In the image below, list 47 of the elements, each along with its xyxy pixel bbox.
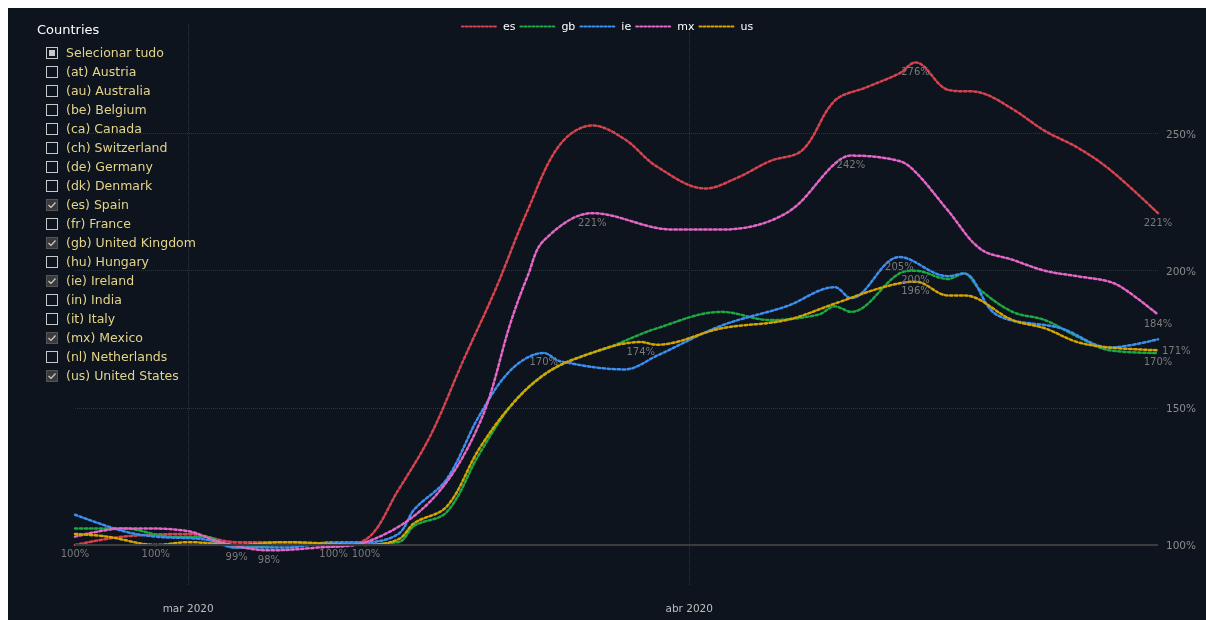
category-label: (ca) Canada — [66, 121, 142, 136]
category-label: (in) India — [66, 292, 122, 307]
legend-label: us — [740, 20, 754, 33]
data-label: 184% — [1143, 318, 1173, 330]
y-tick-label: 150% — [1166, 401, 1197, 414]
category-label: (hu) Hungary — [66, 254, 149, 269]
data-label: 221% — [577, 216, 607, 228]
category-label: (fr) France — [66, 216, 131, 231]
legend-label: mx — [677, 20, 695, 33]
category-label: (ch) Switzerland — [66, 140, 168, 155]
category-label: (es) Spain — [66, 197, 129, 212]
category-label: (dk) Denmark — [66, 178, 153, 193]
data-label: 100% — [319, 548, 348, 560]
data-label: 171% — [1162, 344, 1191, 356]
y-tick-label: 100% — [1166, 538, 1197, 551]
data-label: 100% — [60, 548, 90, 560]
legend-label: es — [502, 20, 516, 33]
category-label: (nl) Netherlands — [66, 349, 168, 364]
legend-label: gb — [561, 20, 576, 33]
category-label: (mx) Mexico — [66, 330, 143, 345]
x-tick-label: abr 2020 — [665, 601, 713, 614]
category-label: (au) Australia — [66, 83, 151, 98]
category-label: (gb) United Kingdom — [66, 235, 196, 250]
category-label: Selecionar tudo — [66, 45, 164, 60]
data-label: 205% — [885, 260, 914, 272]
category-label: (us) United States — [66, 368, 179, 383]
x-tick-label: mar 2020 — [162, 601, 214, 614]
data-label: 170% — [1143, 356, 1173, 368]
data-label: 100% — [351, 548, 381, 560]
data-label: 242% — [836, 159, 866, 171]
data-label: 100% — [141, 548, 171, 560]
category-label: (ie) Ireland — [66, 273, 135, 288]
data-label: 99% — [225, 551, 248, 563]
category-label: (it) Italy — [66, 311, 116, 326]
data-label: 174% — [626, 345, 656, 357]
data-label: 170% — [529, 356, 559, 368]
y-tick-label: 200% — [1166, 264, 1197, 277]
data-label: 196% — [901, 285, 930, 297]
category-label: (at) Austria — [66, 64, 137, 79]
data-label: 98% — [257, 553, 281, 565]
text: Countries — [37, 22, 101, 37]
category-label: (be) Belgium — [66, 102, 147, 117]
legend-label: ie — [621, 20, 632, 33]
y-tick-label: 250% — [1166, 127, 1197, 140]
data-label: 276% — [901, 65, 930, 77]
category-label: (de) Germany — [66, 159, 153, 174]
data-label: 221% — [1143, 216, 1173, 228]
